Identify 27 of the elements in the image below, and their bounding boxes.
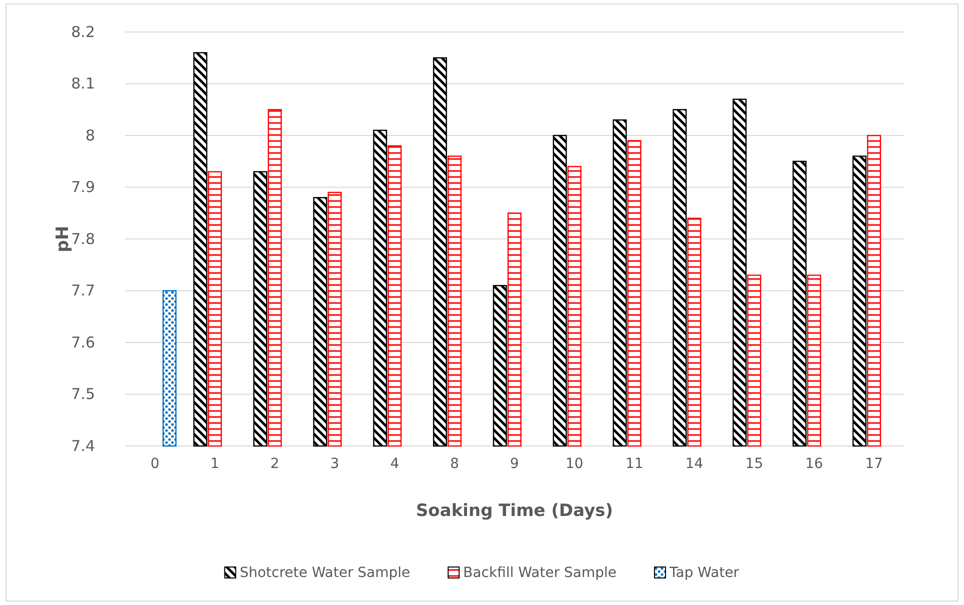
y-tick-label: 7.4	[71, 436, 95, 455]
x-tick-label: 11	[625, 456, 644, 472]
y-tick-label: 7.9	[71, 178, 95, 196]
x-tick-label: 1	[210, 456, 220, 472]
x-tick-label: 17	[865, 456, 883, 472]
y-tick-label: 7.8	[71, 230, 95, 248]
y-axis-title: pH	[53, 226, 73, 252]
x-axis-title: Soaking Time (Days)	[416, 501, 614, 521]
x-tick-label: 16	[805, 456, 824, 472]
x-tick-label: 14	[685, 456, 704, 472]
x-tick-label: 0	[150, 456, 160, 472]
x-tick-label: 10	[566, 456, 584, 472]
legend-label: Shotcrete Water Sample	[240, 565, 410, 581]
x-tick-label: 3	[330, 456, 340, 472]
y-tick-label: 8.1	[71, 74, 95, 93]
x-tick-label: 8	[450, 456, 460, 472]
legend-label: Tap Water	[668, 565, 740, 581]
x-tick-label: 2	[270, 456, 280, 472]
x-tick-label: 9	[510, 456, 519, 472]
y-tick-label: 8	[85, 126, 95, 144]
y-tick-label: 7.5	[71, 385, 95, 404]
y-tick-label: 7.7	[71, 282, 95, 300]
y-tick-label: 8.2	[71, 22, 95, 41]
x-tick-label: 4	[390, 456, 400, 472]
x-tick-label: 15	[745, 456, 764, 472]
y-tick-label: 7.6	[71, 333, 95, 352]
legend-label: Backfill Water Sample	[463, 565, 617, 581]
